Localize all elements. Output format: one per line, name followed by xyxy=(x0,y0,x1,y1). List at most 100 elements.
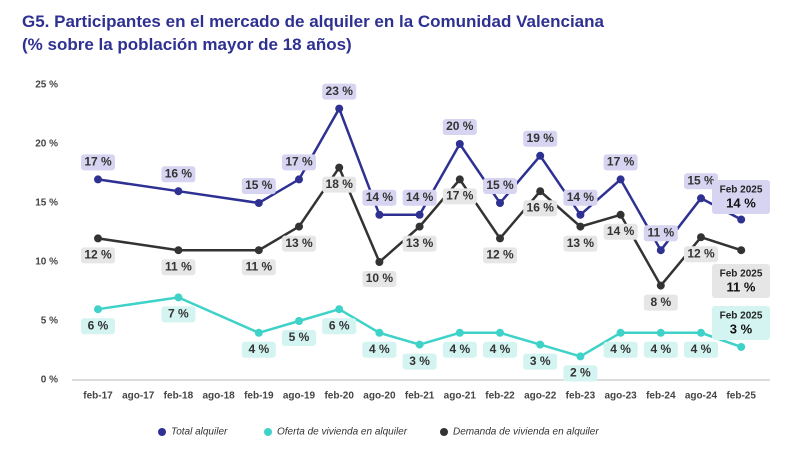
data-label-box xyxy=(523,200,558,217)
data-label-box xyxy=(442,341,477,358)
data-label: 17 % xyxy=(285,155,313,169)
data-label-box xyxy=(161,166,196,183)
x-tick-label: ago-19 xyxy=(283,391,316,402)
legend-swatch xyxy=(158,428,166,436)
data-point xyxy=(335,163,344,172)
data-label-box xyxy=(282,330,316,346)
annotation-box xyxy=(712,264,770,298)
data-point xyxy=(415,340,424,349)
x-tick-label: feb-17 xyxy=(83,391,113,402)
data-point xyxy=(94,175,102,184)
y-tick-label: 15 % xyxy=(35,198,58,209)
x-tick-label: ago-23 xyxy=(604,391,637,402)
data-label-box xyxy=(322,83,357,100)
data-point xyxy=(94,305,102,314)
data-label: 23 % xyxy=(326,84,354,98)
data-point xyxy=(254,199,263,207)
data-point xyxy=(656,328,665,337)
data-label: 7 % xyxy=(168,307,189,321)
legend-label: Demanda de vivienda en alquiler xyxy=(453,427,599,438)
y-tick-label: 0 % xyxy=(41,375,58,386)
data-label: 12 % xyxy=(687,246,715,260)
data-point xyxy=(616,210,625,219)
data-label-box xyxy=(322,318,357,335)
x-tick-label: ago-18 xyxy=(202,391,235,402)
data-label-box xyxy=(603,341,638,358)
data-label-box xyxy=(643,225,678,242)
data-point xyxy=(254,246,263,255)
data-label: 17 % xyxy=(446,189,474,203)
data-label-box xyxy=(684,341,718,358)
data-label: 20 % xyxy=(446,119,474,133)
data-label: 4 % xyxy=(248,342,269,356)
x-tick-label: feb-18 xyxy=(164,391,194,402)
data-point xyxy=(375,328,384,337)
data-label: 15 % xyxy=(687,173,715,187)
data-label: 14 % xyxy=(406,190,434,204)
data-point xyxy=(295,317,303,325)
data-label: 14 % xyxy=(567,190,595,204)
data-label: 12 % xyxy=(84,248,112,262)
data-label-box xyxy=(241,341,276,358)
x-tick-label: ago-24 xyxy=(685,391,718,402)
data-point xyxy=(737,215,746,224)
data-label-box xyxy=(523,353,558,370)
data-label-box xyxy=(684,173,718,190)
data-label-box xyxy=(241,259,276,276)
x-tick-label: feb-23 xyxy=(566,391,596,402)
data-label: 14 % xyxy=(726,195,756,210)
data-label-box xyxy=(362,189,397,206)
data-point xyxy=(496,199,504,207)
data-label-box xyxy=(563,365,598,382)
data-point xyxy=(656,246,665,255)
data-label: 11 % xyxy=(727,279,756,294)
data-label-box xyxy=(603,223,638,240)
data-label: 11 % xyxy=(245,259,272,273)
data-point xyxy=(616,175,625,184)
data-point xyxy=(455,140,464,148)
x-tick-label: feb-20 xyxy=(324,391,354,402)
data-label-box xyxy=(442,119,477,135)
x-tick-label: ago-20 xyxy=(363,391,396,402)
annotation-label: Feb 2025 xyxy=(720,185,763,196)
data-point xyxy=(656,281,665,290)
data-label-box xyxy=(643,294,678,311)
data-point xyxy=(174,187,183,196)
data-label-box xyxy=(81,154,115,171)
data-label: 15 % xyxy=(245,178,273,192)
x-tick-label: feb-24 xyxy=(646,391,676,402)
data-label-box xyxy=(402,189,437,206)
data-label: 2 % xyxy=(570,366,591,380)
y-tick-label: 10 % xyxy=(35,257,58,268)
data-label-box xyxy=(161,306,196,323)
data-label-box xyxy=(483,341,517,358)
x-tick-label: feb-25 xyxy=(726,391,756,402)
data-label-box xyxy=(241,178,276,194)
data-label: 13 % xyxy=(406,236,434,250)
data-label: 16 % xyxy=(165,166,193,180)
data-label-box xyxy=(362,341,397,358)
data-point xyxy=(697,194,705,203)
data-point xyxy=(295,222,303,231)
data-point xyxy=(295,175,303,184)
data-label-box xyxy=(322,176,357,193)
x-tick-label: ago-21 xyxy=(444,391,477,402)
data-label-box xyxy=(442,188,477,205)
annotation-label: Feb 2025 xyxy=(720,311,763,322)
data-label: 11 % xyxy=(165,259,192,273)
legend-swatch xyxy=(440,428,448,436)
data-label: 8 % xyxy=(650,295,671,309)
data-label: 17 % xyxy=(84,155,112,169)
data-label: 6 % xyxy=(329,318,350,332)
data-label-box xyxy=(563,189,598,206)
data-point xyxy=(174,293,183,302)
data-point xyxy=(94,234,102,243)
annotation-label: Feb 2025 xyxy=(720,269,763,280)
data-point xyxy=(576,352,585,361)
chart-title: G5. Participantes en el mercado de alqui… xyxy=(22,12,605,31)
data-point xyxy=(576,210,585,219)
legend-label: Oferta de vivienda en alquiler xyxy=(277,427,408,438)
x-tick-label: feb-19 xyxy=(244,391,274,402)
data-label: 13 % xyxy=(285,236,313,250)
